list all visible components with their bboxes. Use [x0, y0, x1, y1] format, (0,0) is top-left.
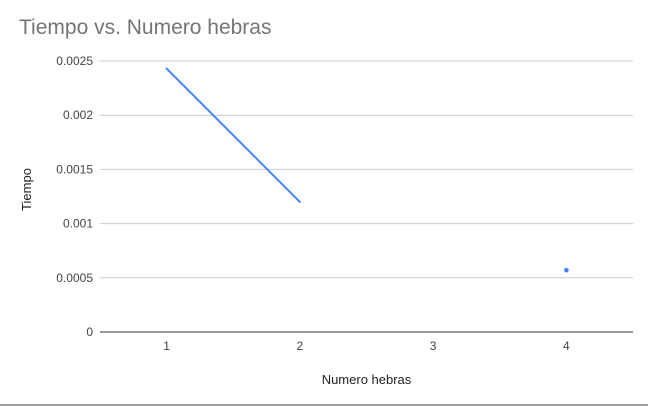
y-tick-label: 0.001 — [63, 217, 93, 231]
y-tick-label: 0 — [86, 325, 93, 339]
gridlines — [100, 60, 633, 279]
series-group — [165, 67, 569, 273]
x-axis-title: Numero hebras — [322, 372, 412, 387]
data-point — [564, 267, 569, 273]
x-tick-label: 3 — [430, 339, 437, 353]
x-tick-label: 2 — [297, 339, 304, 353]
y-axis-title: Tiempo — [19, 168, 34, 211]
x-tick-label: 4 — [563, 339, 570, 353]
chart-title: Tiempo vs. Numero hebras — [19, 16, 272, 39]
y-tick-label: 0.0005 — [56, 271, 93, 285]
series-line-segment — [165, 67, 301, 203]
y-tick-label: 0.0015 — [56, 162, 93, 176]
x-tick-label: 1 — [163, 339, 170, 353]
x-tick-labels: 1 2 3 4 — [163, 339, 570, 353]
y-tick-label: 0.0025 — [56, 54, 93, 68]
bottom-divider — [0, 404, 648, 406]
y-tick-labels: 0 0.0005 0.001 0.0015 0.002 0.0025 — [56, 54, 93, 339]
y-tick-label: 0.002 — [63, 108, 93, 122]
